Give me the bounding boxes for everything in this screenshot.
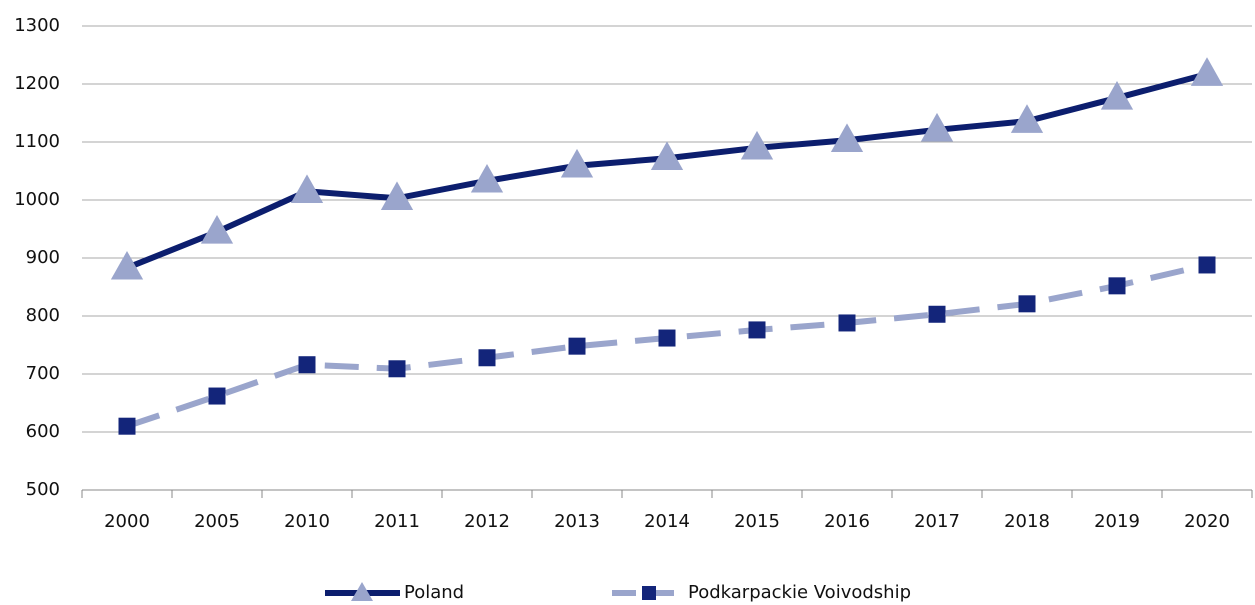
series-line [125, 71, 1208, 271]
marker [1190, 57, 1224, 86]
x-tick-label: 2017 [914, 511, 960, 532]
x-tick-label: 2019 [1094, 511, 1140, 532]
y-tick-label: 800 [26, 305, 60, 326]
y-tick-label: 1200 [14, 73, 60, 94]
legend-marker [642, 586, 656, 600]
legend-label: Poland [404, 582, 464, 603]
legend-label: Podkarpackie Voivodship [688, 582, 911, 603]
marker [560, 148, 594, 178]
marker [1100, 81, 1134, 110]
marker [298, 356, 316, 374]
marker [380, 181, 414, 210]
marker [920, 112, 954, 142]
marker [110, 250, 144, 280]
marker [740, 130, 774, 160]
x-tick-label: 2012 [464, 511, 510, 532]
x-tick-label: 2020 [1184, 511, 1230, 532]
marker [748, 321, 766, 339]
marker [1018, 295, 1036, 313]
marker [200, 215, 234, 244]
marker [470, 163, 504, 193]
marker [568, 337, 586, 355]
y-tick-label: 500 [26, 479, 60, 500]
marker [838, 314, 856, 332]
y-tick-label: 900 [26, 247, 60, 268]
y-tick-label: 700 [26, 363, 60, 384]
x-tick-label: 2014 [644, 511, 690, 532]
marker [830, 123, 864, 152]
marker [208, 387, 226, 405]
marker [478, 349, 496, 367]
marker [118, 417, 136, 435]
legend-marker [351, 582, 373, 601]
y-tick-label: 1100 [14, 131, 60, 152]
x-tick-label: 2011 [374, 511, 420, 532]
marker [1198, 256, 1216, 274]
marker [1010, 104, 1044, 133]
x-tick-label: 2005 [194, 511, 240, 532]
marker [928, 305, 946, 323]
marker [650, 141, 684, 170]
y-tick-label: 1300 [14, 15, 60, 36]
marker [658, 329, 676, 347]
marker [290, 174, 324, 203]
x-tick-label: 2013 [554, 511, 600, 532]
y-tick-label: 1000 [14, 189, 60, 210]
x-tick-label: 2018 [1004, 511, 1050, 532]
x-tick-label: 2016 [824, 511, 870, 532]
x-tick-label: 2010 [284, 511, 330, 532]
marker [388, 360, 406, 378]
marker [1108, 277, 1126, 295]
x-tick-label: 2000 [104, 511, 150, 532]
y-tick-label: 600 [26, 421, 60, 442]
x-tick-label: 2015 [734, 511, 780, 532]
